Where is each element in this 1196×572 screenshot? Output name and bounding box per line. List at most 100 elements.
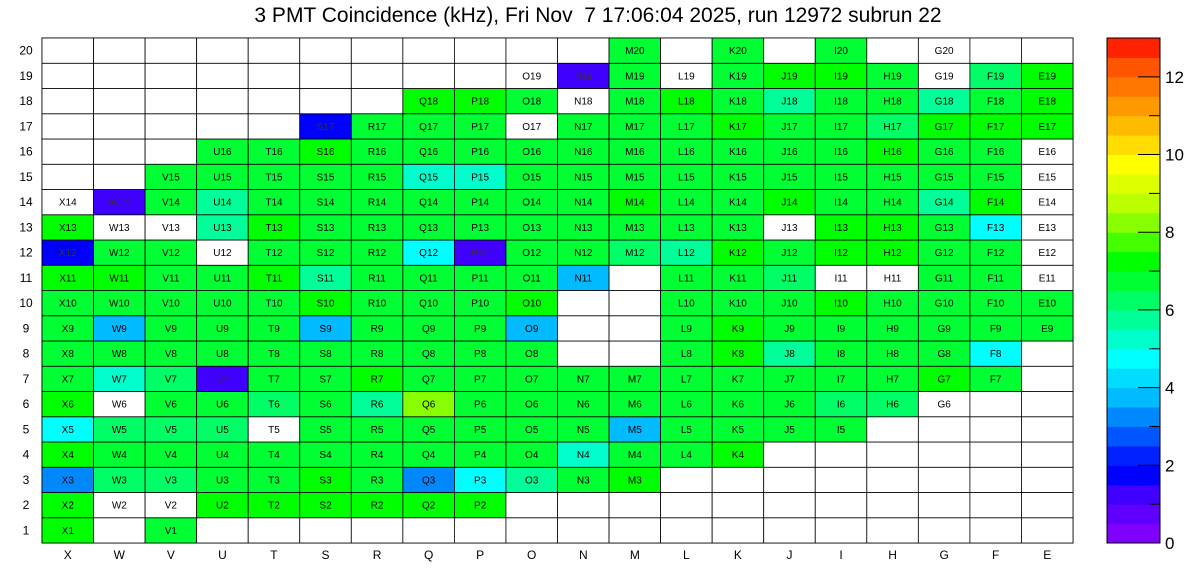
heatmap-cell	[505, 492, 558, 519]
heatmap-cell	[866, 517, 919, 544]
cell-label: U15	[213, 172, 232, 183]
heatmap-cell	[41, 517, 94, 544]
cell-label: R8	[371, 349, 384, 360]
color-bar-tick-label: 0	[1165, 534, 1174, 553]
color-bar-segment	[1107, 38, 1160, 58]
heatmap-cell	[144, 214, 198, 241]
cell-label: L17	[678, 122, 695, 133]
cell-label: P18	[471, 97, 489, 108]
cell-label: T8	[268, 349, 280, 360]
heatmap-cell	[350, 163, 404, 190]
heatmap-cell	[917, 239, 971, 266]
heatmap-cell	[969, 340, 1022, 367]
x-tick-label: H	[888, 548, 897, 562]
x-tick-label: K	[734, 548, 742, 562]
cell-label: G13	[935, 223, 954, 234]
cell-label: P2	[474, 501, 487, 512]
x-tick-label: L	[683, 548, 690, 562]
color-bar-segment	[1107, 329, 1160, 350]
cell-label: P14	[471, 198, 489, 209]
cell-label: I20	[834, 46, 848, 57]
heatmap-cell	[196, 189, 249, 216]
y-tick-label: 18	[19, 94, 33, 108]
cell-label: W9	[112, 324, 127, 335]
cell-label: K9	[732, 324, 745, 335]
heatmap-cell	[814, 239, 868, 266]
cell-label: K12	[729, 248, 747, 259]
cell-label: J15	[781, 172, 798, 183]
cell-label: X10	[59, 299, 77, 310]
heatmap-cell	[660, 88, 713, 115]
cell-label: V8	[165, 349, 178, 360]
heatmap-cell	[711, 517, 765, 544]
cell-label: E14	[1038, 198, 1056, 209]
cell-label: N13	[574, 223, 593, 234]
heatmap-cell	[1021, 365, 1074, 392]
cell-label: L16	[678, 147, 695, 158]
cell-label: Q6	[422, 400, 436, 411]
cell-label: I8	[837, 349, 846, 360]
cell-label: J9	[784, 324, 795, 335]
heatmap-cell	[93, 264, 146, 291]
cell-label: V4	[165, 450, 178, 461]
cell-label: K14	[729, 198, 747, 209]
cell-label: I10	[834, 299, 848, 310]
heatmap-cell	[93, 441, 146, 468]
cell-label: L11	[678, 273, 694, 284]
heatmap-cell	[557, 416, 610, 443]
cell-label: P7	[474, 374, 487, 385]
cell-label: X6	[62, 400, 75, 411]
color-bar-tick-label: 6	[1165, 301, 1174, 320]
x-tick-label: I	[839, 548, 842, 562]
heatmap-cell	[247, 391, 301, 418]
heatmap-cell	[660, 189, 713, 216]
cell-label: W3	[112, 475, 127, 486]
heatmap-cell	[505, 416, 558, 443]
color-bar-segment	[1107, 232, 1160, 253]
heatmap-cell	[969, 365, 1022, 392]
heatmap-cell	[866, 391, 919, 418]
heatmap-cell	[93, 492, 146, 519]
cell-label: R9	[371, 324, 384, 335]
heatmap-cell	[350, 365, 404, 392]
heatmap-cell	[557, 340, 610, 367]
heatmap-cell	[763, 340, 816, 367]
heatmap-cell	[299, 138, 352, 165]
cell-label: K4	[732, 450, 745, 461]
cell-label: R11	[368, 273, 386, 284]
cell-label: V7	[165, 374, 178, 385]
cell-label: L6	[681, 400, 693, 411]
heatmap-cell	[299, 163, 352, 190]
cell-label: G7	[937, 374, 951, 385]
color-bar-segment	[1107, 445, 1160, 466]
heatmap-cell	[247, 138, 301, 165]
heatmap-cell	[93, 189, 146, 216]
heatmap-cell	[866, 189, 919, 216]
x-tick-label: R	[373, 548, 382, 562]
cell-label: T15	[265, 172, 283, 183]
heatmap-cell	[350, 315, 404, 342]
cell-label: O14	[522, 198, 541, 209]
heatmap-cell	[505, 315, 558, 342]
heatmap-cell	[453, 416, 507, 443]
y-tick-label: 2	[23, 498, 30, 512]
cell-label: K13	[729, 223, 747, 234]
cell-label: E19	[1038, 71, 1056, 82]
cell-label: S13	[317, 223, 335, 234]
heatmap-cell	[41, 62, 94, 89]
x-tick-label: G	[939, 548, 948, 562]
heatmap-cell	[1021, 62, 1074, 89]
heatmap-cell	[402, 466, 455, 493]
cell-label: G8	[937, 349, 951, 360]
heatmap-cell	[866, 466, 919, 493]
heatmap-cell	[1021, 138, 1074, 165]
heatmap-cell	[93, 315, 146, 342]
heatmap-cell	[557, 492, 610, 519]
heatmap-cell	[814, 492, 868, 519]
y-tick-label: 3	[23, 473, 30, 487]
x-tick-label: S	[322, 548, 330, 562]
heatmap-cell	[196, 214, 249, 241]
heatmap-cell	[144, 88, 198, 115]
heatmap-cell	[196, 138, 249, 165]
cell-label: F17	[987, 122, 1005, 133]
